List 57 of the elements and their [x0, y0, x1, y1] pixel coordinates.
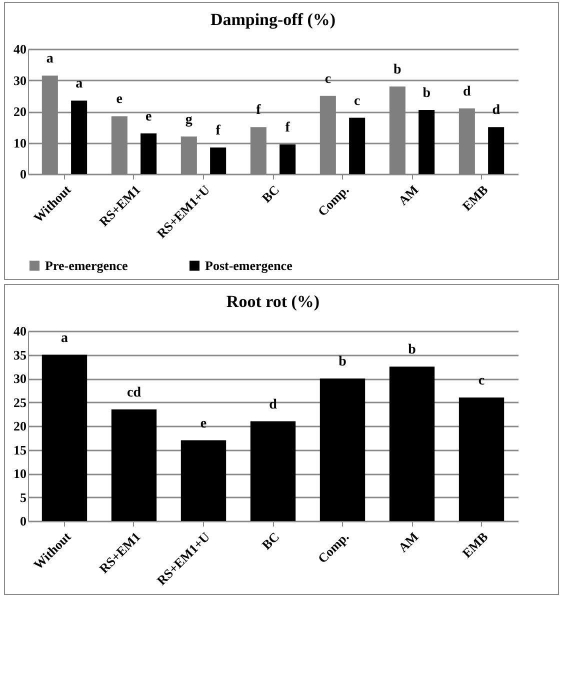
- bar: [349, 118, 366, 174]
- x-tick-label: BC: [258, 529, 282, 552]
- data-label: d: [492, 103, 500, 118]
- y-tick-label: 35: [14, 347, 27, 362]
- legend-label: Pre-emergence: [45, 258, 128, 273]
- bar: [210, 147, 226, 174]
- data-label: c: [354, 94, 360, 109]
- y-tick-label: 5: [20, 490, 27, 505]
- data-label: f: [285, 120, 290, 136]
- data-label: b: [422, 86, 431, 101]
- chart-title: Damping-off (%): [210, 10, 336, 29]
- chart-title: Root rot (%): [226, 292, 320, 311]
- y-tick-label: 25: [14, 394, 27, 410]
- data-label: f: [256, 103, 262, 118]
- data-label: d: [269, 397, 278, 412]
- y-tick-label: 20: [14, 418, 26, 434]
- x-tick-label: BC: [258, 182, 282, 206]
- data-label: c: [478, 374, 485, 388]
- y-tick-label: 0: [20, 166, 26, 182]
- x-tick-label: AM: [395, 529, 422, 556]
- bar: [111, 409, 157, 521]
- bar: [180, 440, 226, 521]
- legend-label: Post-emergence: [205, 258, 293, 273]
- y-tick-label: 0: [20, 514, 26, 528]
- data-label: e: [145, 109, 152, 124]
- data-label: b: [338, 354, 347, 370]
- data-label: a: [46, 52, 54, 67]
- y-tick-label: 30: [14, 72, 26, 88]
- bar: [42, 354, 88, 521]
- y-tick-label: 10: [14, 466, 26, 481]
- bar: [488, 127, 504, 174]
- data-label: a: [76, 76, 83, 92]
- bar: [250, 421, 296, 521]
- data-label: d: [463, 84, 472, 100]
- y-tick-label: 30: [14, 371, 26, 386]
- bar: [71, 100, 88, 174]
- data-label: g: [185, 112, 192, 128]
- y-tick-label: 15: [14, 442, 27, 458]
- data-label: a: [60, 330, 68, 346]
- y-tick-label: 10: [14, 135, 26, 150]
- y-tick-label: 20: [14, 104, 26, 119]
- data-label: e: [116, 92, 123, 108]
- bar: [320, 378, 366, 521]
- data-label: f: [216, 123, 221, 138]
- bar: [458, 398, 504, 521]
- data-label: cd: [126, 385, 142, 400]
- data-label: c: [324, 72, 332, 87]
- x-tick-label: AM: [395, 182, 422, 208]
- data-label: e: [200, 416, 207, 432]
- y-tick-label: 40: [14, 42, 26, 56]
- data-label: b: [394, 62, 402, 78]
- bar: [140, 133, 157, 174]
- bar: [280, 144, 296, 174]
- bar: [418, 110, 435, 174]
- y-tick-label: 40: [14, 324, 26, 338]
- data-label: b: [408, 342, 416, 358]
- bar: [389, 366, 435, 521]
